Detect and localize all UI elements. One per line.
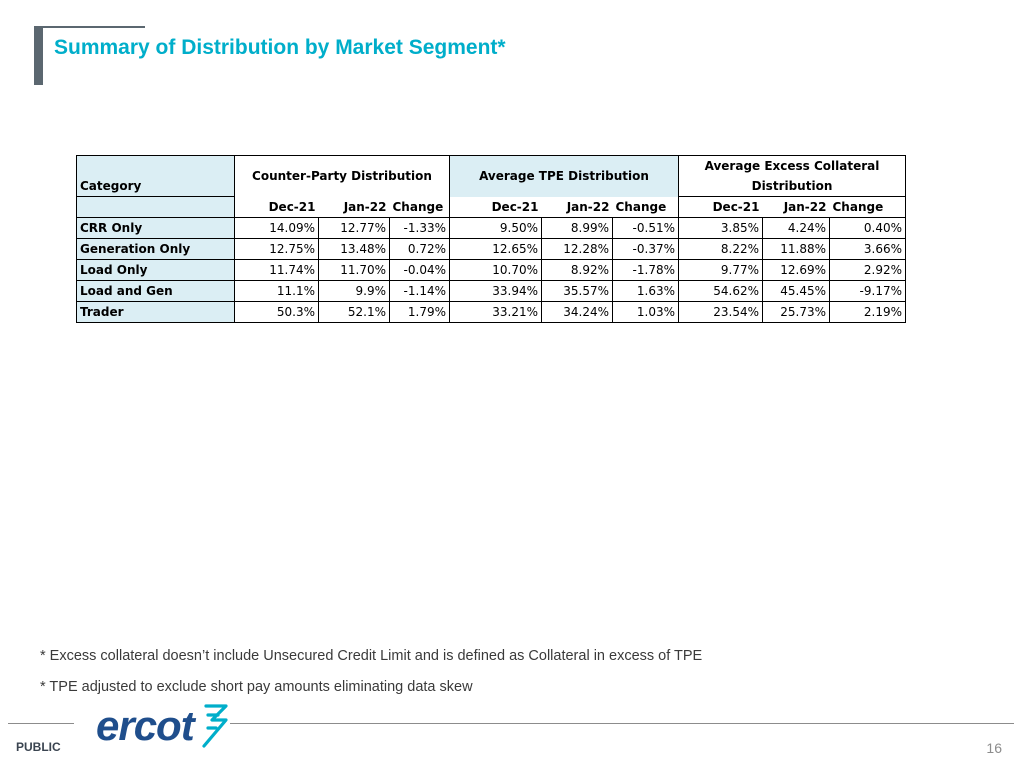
cell-excess-collateral-jan22: 4.24% bbox=[762, 217, 830, 239]
cell-excess-collateral-change: -9.17% bbox=[829, 280, 906, 302]
row-category: Trader bbox=[76, 301, 235, 323]
sub-header-change-ec: Change bbox=[829, 196, 906, 218]
cell-average-tpe-jan22: 34.24% bbox=[541, 301, 613, 323]
cell-average-tpe-change: -0.51% bbox=[612, 217, 679, 239]
footer-rule-right bbox=[230, 723, 1014, 724]
cell-counter-party-change: -1.14% bbox=[389, 280, 450, 302]
group-header-excess-collateral-line1: Average Excess Collateral bbox=[678, 155, 906, 176]
cell-counter-party-change: 1.79% bbox=[389, 301, 450, 323]
sub-header-dec21-tpe: Dec-21 bbox=[491, 199, 539, 214]
sub-header-change-cp: Change bbox=[389, 196, 450, 218]
cell-average-tpe-jan22: 8.92% bbox=[541, 259, 613, 281]
cell-counter-party-dec21: 11.74% bbox=[234, 259, 319, 281]
table-row: Load and Gen 11.1% 9.9% -1.14% 33.94% 35.57% 1… bbox=[76, 280, 906, 302]
cell-excess-collateral-dec21: 9.77% bbox=[678, 259, 763, 281]
cell-counter-party-dec21: 14.09% bbox=[234, 217, 319, 239]
cell-excess-collateral-change: 0.40% bbox=[829, 217, 906, 239]
footnote-excess-collateral: * Excess collateral doesn’t include Unse… bbox=[40, 648, 703, 664]
group-header-average-tpe: Average TPE Distribution bbox=[449, 155, 679, 197]
page-number: 16 bbox=[986, 740, 1002, 756]
cell-counter-party-jan22: 12.77% bbox=[318, 217, 390, 239]
cell-average-tpe-dec21: 12.65% bbox=[449, 238, 542, 260]
cell-counter-party-change: -0.04% bbox=[389, 259, 450, 281]
cell-average-tpe-dec21: 10.70% bbox=[449, 259, 542, 281]
row-category: Generation Only bbox=[76, 238, 235, 260]
cell-counter-party-jan22: 9.9% bbox=[318, 280, 390, 302]
cell-average-tpe-jan22: 35.57% bbox=[541, 280, 613, 302]
group-header-counter-party: Counter-Party Distribution bbox=[234, 155, 450, 197]
title-accent-bar bbox=[34, 26, 43, 85]
cell-average-tpe-dec21: 9.50% bbox=[449, 217, 542, 239]
title-accent-rule bbox=[43, 26, 145, 28]
cell-excess-collateral-dec21: 8.22% bbox=[678, 238, 763, 260]
sub-header-row: Dec-21 Jan-22 Change Dec-21 Jan-22 Chang… bbox=[76, 196, 906, 218]
row-category: Load and Gen bbox=[76, 280, 235, 302]
page-title: Summary of Distribution by Market Segmen… bbox=[54, 36, 506, 59]
cell-average-tpe-dec21: 33.94% bbox=[449, 280, 542, 302]
cell-counter-party-jan22: 13.48% bbox=[318, 238, 390, 260]
sub-header-dec21-ec: Dec-21 bbox=[712, 200, 760, 214]
cell-average-tpe-change: 1.03% bbox=[612, 301, 679, 323]
sub-header-dec21-cp: Dec-21 bbox=[234, 196, 319, 218]
cell-excess-collateral-jan22: 12.69% bbox=[762, 259, 830, 281]
cell-counter-party-change: -1.33% bbox=[389, 217, 450, 239]
cell-excess-collateral-dec21: 54.62% bbox=[678, 280, 763, 302]
cell-excess-collateral-change: 2.19% bbox=[829, 301, 906, 323]
cell-excess-collateral-jan22: 11.88% bbox=[762, 238, 830, 260]
cell-average-tpe-jan22: 12.28% bbox=[541, 238, 613, 260]
table-row: CRR Only 14.09% 12.77% -1.33% 9.50% 8.99% -0.5… bbox=[76, 217, 906, 239]
cell-counter-party-change: 0.72% bbox=[389, 238, 450, 260]
sub-header-jan22-cp: Jan-22 bbox=[343, 199, 387, 214]
sub-header-change-tpe: Change bbox=[612, 196, 679, 218]
ercot-logo-wordmark: ercot bbox=[96, 702, 197, 749]
sub-header-jan22-ec: Jan-22 bbox=[783, 200, 827, 214]
cell-counter-party-jan22: 11.70% bbox=[318, 259, 390, 281]
category-subheader-spacer bbox=[76, 196, 235, 218]
sub-header-jan22-tpe: Jan-22 bbox=[566, 199, 610, 214]
public-classification-label: PUBLIC bbox=[16, 740, 61, 754]
cell-counter-party-dec21: 50.3% bbox=[234, 301, 319, 323]
cell-average-tpe-change: -0.37% bbox=[612, 238, 679, 260]
cell-counter-party-dec21: 12.75% bbox=[234, 238, 319, 260]
table-row: Generation Only 12.75% 13.48% 0.72% 12.65% 12… bbox=[76, 238, 906, 260]
cell-excess-collateral-jan22: 25.73% bbox=[762, 301, 830, 323]
footer-rule-left bbox=[8, 723, 74, 724]
cell-excess-collateral-dec21: 3.85% bbox=[678, 217, 763, 239]
ercot-logo: ercot bbox=[96, 702, 228, 749]
cell-excess-collateral-change: 3.66% bbox=[829, 238, 906, 260]
cell-counter-party-dec21: 11.1% bbox=[234, 280, 319, 302]
footnote-tpe-adjusted: * TPE adjusted to exclude short pay amou… bbox=[40, 679, 473, 695]
table-row: Load Only 11.74% 11.70% -0.04% 10.70% 8.92% -1… bbox=[76, 259, 906, 281]
cell-excess-collateral-dec21: 23.54% bbox=[678, 301, 763, 323]
table-row: Trader 50.3% 52.1% 1.79% 33.21% 34.24% 1.03% 23… bbox=[76, 301, 906, 323]
row-category: Load Only bbox=[76, 259, 235, 281]
cell-average-tpe-jan22: 8.99% bbox=[541, 217, 613, 239]
cell-counter-party-jan22: 52.1% bbox=[318, 301, 390, 323]
lightning-bolt-icon bbox=[202, 704, 228, 748]
cell-average-tpe-change: 1.63% bbox=[612, 280, 679, 302]
cell-excess-collateral-change: 2.92% bbox=[829, 259, 906, 281]
group-header-excess-collateral-line2: Distribution bbox=[678, 176, 906, 197]
category-header: Category bbox=[76, 155, 235, 197]
row-category: CRR Only bbox=[76, 217, 235, 239]
distribution-table: Category Counter-Party Distribution Aver… bbox=[76, 155, 906, 323]
cell-average-tpe-dec21: 33.21% bbox=[449, 301, 542, 323]
cell-average-tpe-change: -1.78% bbox=[612, 259, 679, 281]
cell-excess-collateral-jan22: 45.45% bbox=[762, 280, 830, 302]
